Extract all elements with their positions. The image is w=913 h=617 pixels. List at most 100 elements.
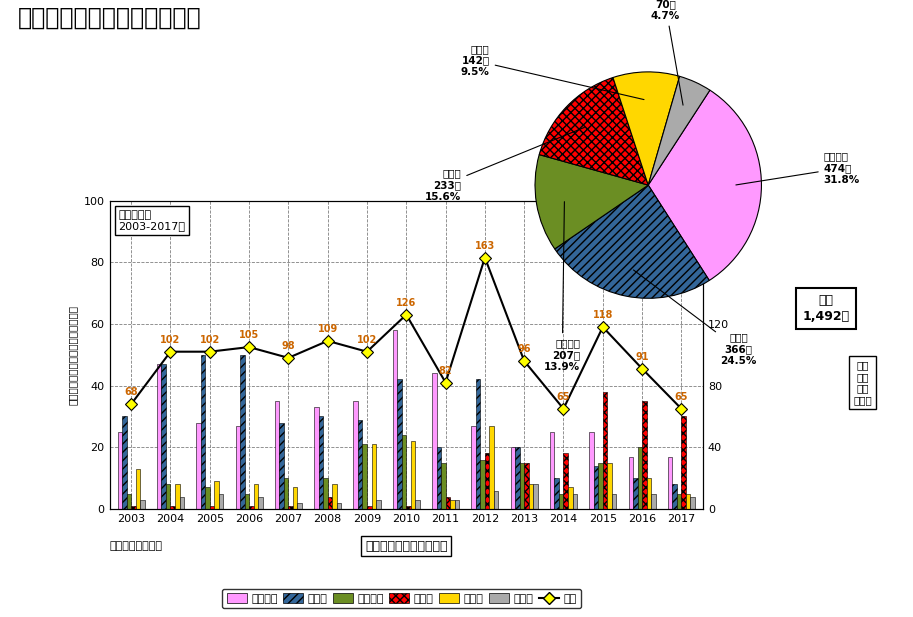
Bar — [519, 463, 524, 509]
Bar — [358, 420, 362, 509]
Bar — [245, 494, 249, 509]
Bar — [314, 407, 319, 509]
Bar — [686, 494, 690, 509]
Bar — [510, 447, 515, 509]
Text: その他
70件
4.7%: その他 70件 4.7% — [651, 0, 683, 105]
Bar — [332, 484, 337, 509]
Text: 65: 65 — [675, 392, 688, 402]
Bar — [633, 478, 637, 509]
Bar — [568, 487, 572, 509]
Text: 118: 118 — [593, 310, 613, 320]
Wedge shape — [535, 155, 648, 249]
Text: 98: 98 — [281, 341, 295, 351]
Bar — [279, 423, 284, 509]
Bar — [337, 503, 341, 509]
Text: 91: 91 — [635, 352, 649, 362]
Bar — [258, 497, 263, 509]
Bar — [201, 355, 205, 509]
Bar — [612, 494, 616, 509]
Text: 96: 96 — [518, 344, 531, 354]
Bar — [681, 416, 686, 509]
Bar — [550, 432, 554, 509]
Bar — [672, 484, 677, 509]
Bar — [254, 484, 258, 509]
Bar — [559, 494, 563, 509]
Bar — [603, 392, 607, 509]
Bar — [141, 500, 145, 509]
Bar — [219, 494, 224, 509]
Bar — [136, 469, 141, 509]
Bar — [131, 506, 136, 509]
Bar — [215, 481, 219, 509]
Bar — [162, 364, 166, 509]
Bar — [175, 484, 180, 509]
Text: 出願人国籍・地域: 出願人国籍・地域 — [110, 541, 163, 551]
Bar — [572, 494, 577, 509]
Bar — [205, 487, 210, 509]
Bar — [118, 432, 122, 509]
Text: 65: 65 — [557, 392, 571, 402]
Text: 合計
出願
件数
（件）: 合計 出願 件数 （件） — [854, 360, 872, 405]
Text: 優先権主張
2003-2017年: 優先権主張 2003-2017年 — [119, 210, 185, 231]
Bar — [524, 463, 529, 509]
Bar — [275, 401, 279, 509]
Text: 102: 102 — [200, 335, 220, 345]
Text: 102: 102 — [357, 335, 377, 345]
Bar — [628, 457, 633, 509]
Text: ＜アンモニア利用燃料電池＞: ＜アンモニア利用燃料電池＞ — [18, 6, 202, 30]
Bar — [122, 416, 127, 509]
Bar — [667, 457, 672, 509]
Bar — [690, 497, 695, 509]
Bar — [240, 355, 245, 509]
Bar — [589, 432, 593, 509]
Bar — [210, 506, 215, 509]
Bar — [298, 503, 302, 509]
Text: 欧州国籍
207件
13.9%: 欧州国籍 207件 13.9% — [544, 202, 581, 371]
Bar — [637, 447, 642, 509]
Text: 合計
1,492件: 合計 1,492件 — [803, 294, 850, 323]
Bar — [515, 447, 519, 509]
Bar — [677, 494, 681, 509]
Text: 109: 109 — [318, 324, 338, 334]
Bar — [563, 453, 568, 509]
Bar — [353, 401, 358, 509]
Text: 韓国籍
142件
9.5%: 韓国籍 142件 9.5% — [461, 44, 644, 99]
Bar — [319, 416, 323, 509]
Text: 105: 105 — [239, 330, 259, 340]
Bar — [372, 444, 376, 509]
Bar — [376, 500, 381, 509]
Y-axis label: 出願人国籍・地域別出願件数（件）: 出願人国籍・地域別出願件数（件） — [68, 305, 79, 405]
Bar — [323, 478, 328, 509]
Text: 米国籍
366件
24.5%: 米国籍 366件 24.5% — [634, 270, 757, 366]
Text: 126: 126 — [396, 298, 416, 308]
Bar — [328, 497, 332, 509]
Bar — [554, 478, 559, 509]
Bar — [494, 491, 498, 509]
Bar — [607, 463, 612, 509]
Bar — [598, 463, 603, 509]
Bar — [411, 441, 415, 509]
Bar — [393, 330, 397, 509]
Wedge shape — [648, 90, 761, 281]
Wedge shape — [540, 78, 648, 185]
Text: 中国籍
233件
15.6%: 中国籍 233件 15.6% — [425, 128, 584, 202]
Bar — [196, 423, 201, 509]
Bar — [441, 463, 446, 509]
Bar — [476, 379, 480, 509]
Bar — [485, 453, 489, 509]
Bar — [533, 484, 538, 509]
Text: 102: 102 — [161, 335, 181, 345]
Text: 163: 163 — [475, 241, 495, 251]
Wedge shape — [555, 185, 709, 298]
Bar — [127, 494, 131, 509]
Bar — [367, 506, 372, 509]
Bar — [471, 426, 476, 509]
Bar — [446, 497, 450, 509]
Bar — [171, 506, 175, 509]
Bar — [289, 506, 293, 509]
Bar — [293, 487, 298, 509]
Bar — [406, 506, 411, 509]
Bar — [529, 484, 533, 509]
Bar — [157, 364, 162, 509]
Bar — [402, 435, 406, 509]
